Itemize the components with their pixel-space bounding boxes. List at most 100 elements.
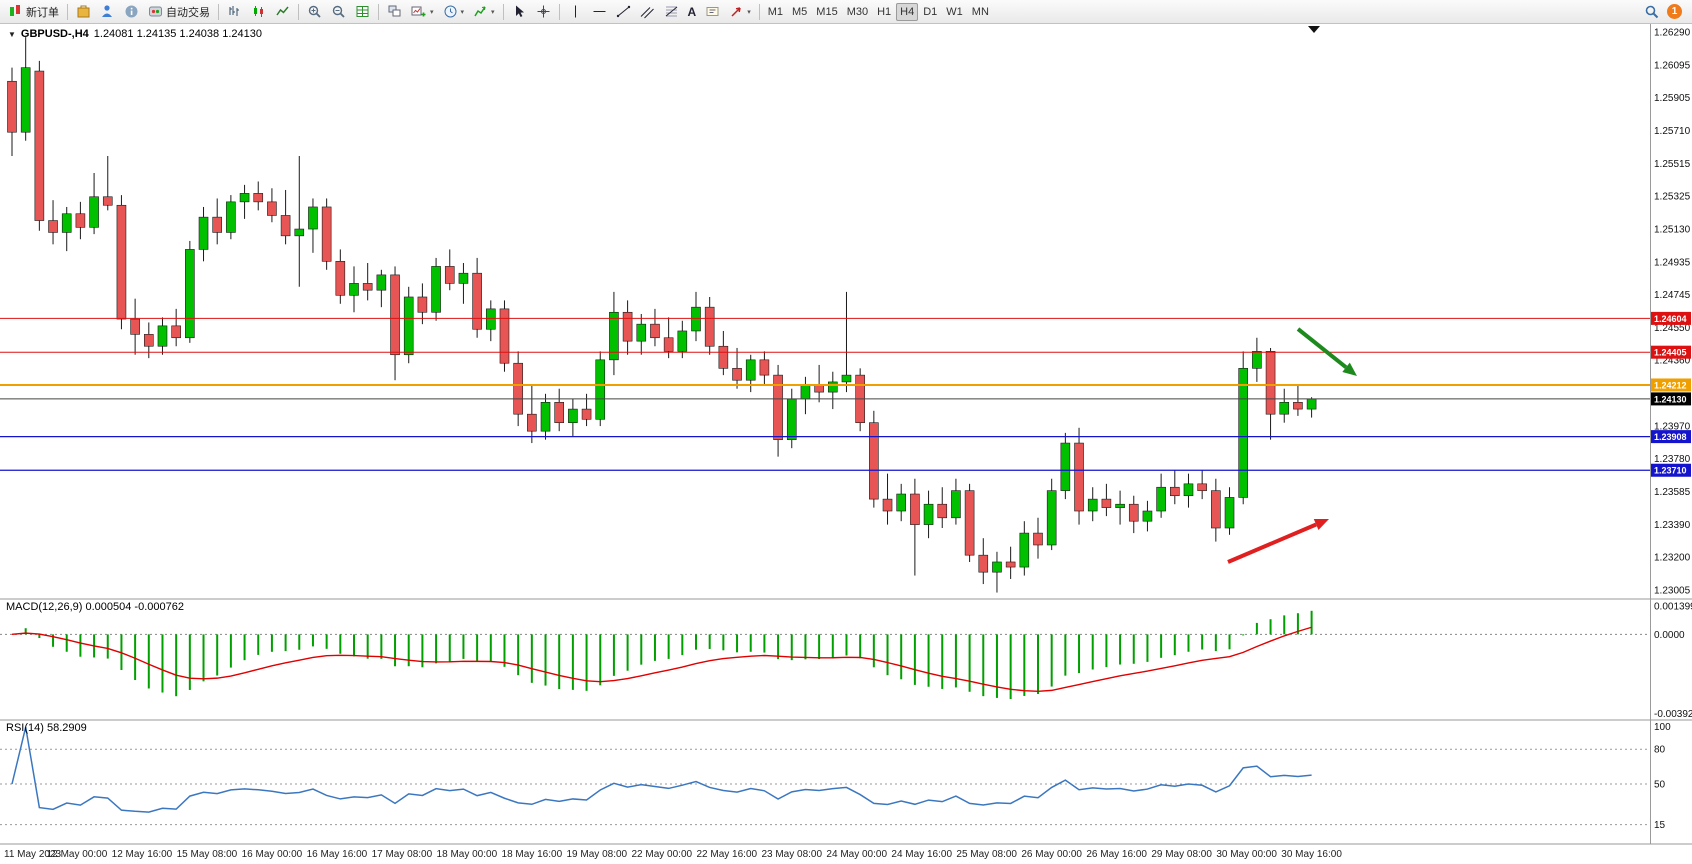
svg-text:1.24130: 1.24130	[1654, 394, 1687, 404]
toolbar-separator	[758, 3, 760, 20]
svg-text:16 May 16:00: 16 May 16:00	[307, 849, 368, 860]
price-tag[interactable]: 1.24130	[1651, 392, 1691, 406]
symbol-dropdown-icon[interactable]: ▼	[8, 29, 16, 39]
auto-trading-icon	[149, 6, 162, 17]
candlestick-series	[7, 37, 1317, 593]
price-tag[interactable]: 1.24405	[1651, 345, 1691, 359]
rsi-scale-label: 80	[1654, 745, 1666, 756]
horizontal-line-button[interactable]	[588, 2, 611, 22]
price-tag[interactable]: 1.24604	[1651, 311, 1691, 325]
rsi-label: RSI(14) 58.2909	[6, 722, 87, 734]
text-label-button[interactable]	[701, 2, 724, 22]
line-chart-icon	[276, 6, 289, 16]
search-button[interactable]	[1640, 2, 1664, 22]
timeframe-mn[interactable]: MN	[971, 5, 989, 18]
svg-text:12 May 16:00: 12 May 16:00	[112, 849, 173, 860]
notification-badge[interactable]: 1	[1667, 4, 1682, 19]
svg-text:25 May 08:00: 25 May 08:00	[956, 849, 1017, 860]
macd-signal-line	[11, 626, 1312, 693]
chart-canvas[interactable]: 1.26290 1.26095 1.25905 1.25710 1.25515 1.253…	[0, 24, 1692, 864]
svg-text:1.24745: 1.24745	[1654, 290, 1691, 301]
horizontal-lines	[0, 317, 1650, 471]
bar-chart-button[interactable]	[223, 2, 246, 22]
arrows-tool-button[interactable]: ▾	[725, 2, 755, 22]
vertical-line-icon	[574, 5, 576, 18]
price-tag[interactable]: 1.23908	[1651, 430, 1691, 444]
vertical-line-button[interactable]	[564, 2, 587, 22]
auto-trading-button[interactable]: 自动交易	[144, 2, 214, 22]
zoom-in-icon	[308, 5, 321, 18]
chart-window[interactable]: 1.26290 1.26095 1.25905 1.25710 1.25515 1.253…	[0, 24, 1692, 864]
toolbar-separator	[378, 3, 379, 20]
chart-shift-marker[interactable]	[1308, 26, 1320, 33]
signals-button[interactable]	[96, 2, 119, 22]
arrange-windows-button[interactable]	[383, 2, 406, 22]
timeframe-h4[interactable]: H4	[896, 2, 919, 21]
profiles-button[interactable]: ▾	[439, 2, 469, 22]
channel-button[interactable]	[636, 2, 659, 22]
svg-text:30 May 00:00: 30 May 00:00	[1216, 849, 1277, 860]
timeframe-m5[interactable]: M5	[792, 5, 808, 18]
indicators-button[interactable]: ▾	[469, 2, 499, 22]
candlestick-chart-button[interactable]	[247, 2, 270, 22]
clock-icon	[444, 5, 457, 18]
svg-text:30 May 16:00: 30 May 16:00	[1281, 849, 1342, 860]
chevron-down-icon: ▾	[460, 8, 465, 16]
price-tag[interactable]: 1.24212	[1651, 378, 1691, 392]
main-toolbar: 新订单 自动交易	[0, 0, 1692, 24]
svg-text:18 May 16:00: 18 May 16:00	[502, 849, 563, 860]
zoom-in-button[interactable]	[303, 2, 326, 22]
svg-text:24 May 16:00: 24 May 16:00	[891, 849, 952, 860]
chart-symbol-label: GBPUSD-,H4	[20, 28, 89, 40]
crosshair-button[interactable]	[532, 2, 555, 22]
new-order-button[interactable]: 新订单	[4, 2, 63, 22]
red-up-arrow[interactable]	[1227, 518, 1329, 564]
svg-text:1.24212: 1.24212	[1654, 380, 1687, 390]
rsi-scale-label: 50	[1654, 780, 1666, 791]
zoom-out-button[interactable]	[327, 2, 350, 22]
bar-chart-icon	[229, 6, 239, 16]
price-axis[interactable]: 1.26290 1.26095 1.25905 1.25710 1.25515 1.253…	[1654, 28, 1691, 597]
toolbar-separator	[67, 3, 68, 20]
cursor-button[interactable]	[508, 2, 531, 22]
macd-scale-label: 0.0000	[1654, 630, 1685, 641]
svg-text:1.25905: 1.25905	[1654, 93, 1691, 104]
timeframe-m15[interactable]: M15	[816, 5, 838, 18]
chevron-down-icon: ▾	[747, 8, 751, 16]
svg-text:11 May 2023: 11 May 2023	[4, 849, 62, 860]
price-tag[interactable]: 1.23710	[1651, 463, 1691, 477]
new-order-icon	[10, 5, 20, 16]
market-button[interactable]	[72, 2, 95, 22]
grid-icon	[356, 6, 369, 17]
timeframe-h1[interactable]: H1	[877, 5, 892, 18]
trendline-button[interactable]	[612, 2, 635, 22]
svg-text:18 May 00:00: 18 May 00:00	[437, 849, 498, 860]
market-bag-icon	[77, 5, 90, 18]
new-chart-button[interactable]: ▾	[407, 2, 438, 22]
svg-text:17 May 08:00: 17 May 08:00	[372, 849, 433, 860]
fibonacci-button[interactable]	[660, 2, 683, 22]
toolbar-separator	[558, 3, 560, 20]
timeframe-d1[interactable]: D1	[923, 5, 938, 18]
svg-text:15 May 08:00: 15 May 08:00	[177, 849, 238, 860]
tile-windows-button[interactable]	[351, 2, 374, 22]
green-down-arrow[interactable]	[1296, 327, 1357, 376]
cascade-windows-icon	[388, 5, 401, 17]
fibonacci-icon	[665, 6, 677, 17]
cursor-arrow-icon	[515, 5, 524, 17]
text-tool-icon: A	[687, 4, 697, 19]
candlestick-icon	[254, 6, 263, 17]
svg-text:1.25515: 1.25515	[1654, 159, 1691, 170]
svg-text:1.23005: 1.23005	[1654, 586, 1691, 597]
info-button[interactable]	[120, 2, 143, 22]
timeframe-m30[interactable]: M30	[846, 5, 869, 18]
timeframe-m1[interactable]: M1	[767, 5, 784, 18]
timeframe-w1[interactable]: W1	[946, 5, 963, 18]
text-tool-button[interactable]: A	[684, 2, 701, 22]
svg-text:24 May 00:00: 24 May 00:00	[826, 849, 887, 860]
line-chart-button[interactable]	[271, 2, 294, 22]
new-order-label: 新订单	[26, 6, 59, 19]
new-chart-icon	[411, 6, 426, 17]
svg-text:16 May 00:00: 16 May 00:00	[242, 849, 303, 860]
